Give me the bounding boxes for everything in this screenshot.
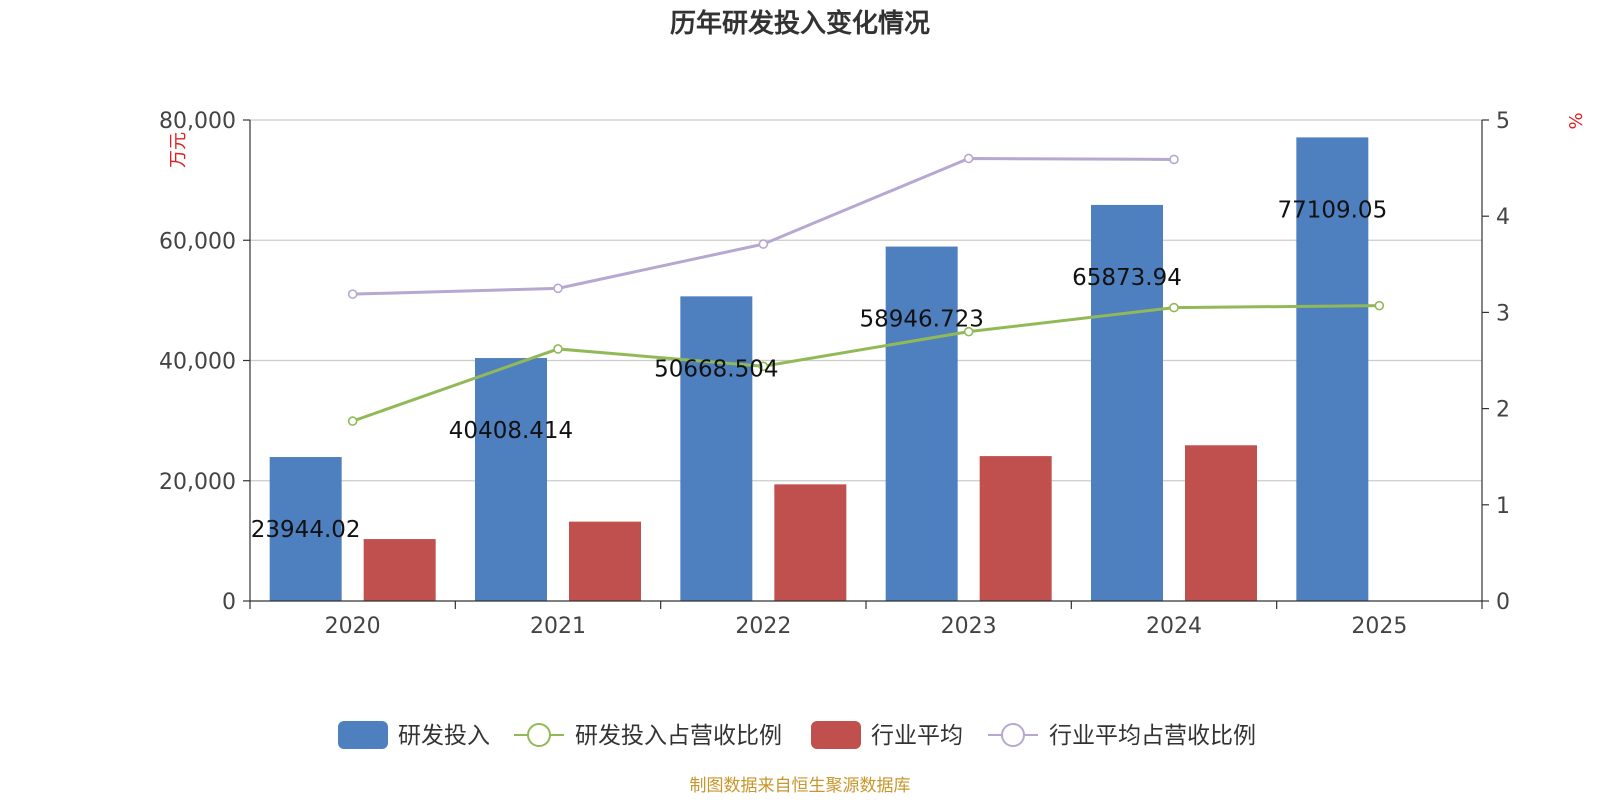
bar-0-3	[885, 246, 958, 601]
data-labels: 23944.02 40408.414 50668.504 58946.723 65873…	[251, 197, 1387, 543]
right-tick-label: 1	[1496, 494, 1510, 519]
line-point-1	[1169, 302, 1179, 313]
legend-swatch-2	[811, 721, 861, 749]
x-tick-label: 2023	[941, 614, 997, 639]
axes: 0 20,000 40,000 60,000 80,000 0 1 2 3 4 5 万元% 2020 20…	[159, 109, 1587, 639]
bar-2-0	[363, 539, 436, 601]
right-tick-label: 3	[1496, 301, 1510, 326]
bar-0-5	[1296, 137, 1369, 601]
legend-label-0: 研发投入	[398, 723, 490, 749]
line-point-3	[1169, 154, 1179, 165]
line-point-1	[963, 326, 974, 337]
left-tick-label: 60,000	[159, 229, 236, 254]
x-tick-label: 2025	[1351, 614, 1407, 639]
source-note: 制图数据来自恒生聚源数据库	[690, 776, 911, 796]
legend-label-3: 行业平均占营收比例	[1049, 723, 1256, 749]
bar-2-4	[1185, 445, 1257, 601]
x-tick-label: 2024	[1146, 614, 1202, 639]
right-axis-unit: %	[1566, 112, 1587, 129]
x-tick-label: 2021	[530, 614, 586, 639]
grid-lines	[250, 119, 1482, 482]
left-tick-label: 0	[222, 590, 236, 615]
bar-2-3	[979, 456, 1052, 601]
line-point-1	[553, 344, 563, 354]
bar-0-2	[680, 296, 753, 601]
legend[interactable]: 研发投入 研发投入占营收比例 行业平均 行业平均占营收比例	[338, 721, 1256, 749]
right-tick-label: 2	[1496, 398, 1510, 423]
legend-marker-1	[527, 723, 551, 747]
legend-marker-3	[1001, 723, 1025, 747]
bar-0-0	[269, 457, 342, 601]
bar-value-label: 77109.05	[1277, 197, 1387, 223]
line-point-1	[758, 361, 769, 372]
right-tick-label: 4	[1496, 205, 1510, 230]
chart-title: 历年研发投入变化情况	[670, 8, 930, 39]
legend-swatch-0	[338, 721, 388, 749]
bar-value-label: 50668.504	[654, 356, 778, 382]
bar-value-label: 23944.02	[251, 517, 361, 543]
series-lines	[347, 153, 1385, 426]
left-tick-label: 20,000	[159, 470, 236, 495]
bar-0-4	[1091, 204, 1163, 602]
bar-value-label: 40408.414	[449, 418, 573, 444]
bar-2-2	[774, 484, 847, 601]
bar-2-1	[569, 521, 641, 601]
line-point-3	[553, 283, 563, 294]
bar-0-1	[475, 358, 547, 601]
line-point-1	[347, 416, 358, 426]
left-axis-unit: 万元	[168, 132, 189, 168]
line-1	[352, 304, 1380, 423]
line-point-1	[1374, 300, 1385, 311]
bar-value-label: 58946.723	[859, 307, 983, 333]
line-3	[352, 156, 1175, 296]
line-point-3	[963, 153, 974, 164]
left-tick-label: 80,000	[159, 109, 236, 134]
right-tick-label: 0	[1496, 590, 1510, 615]
x-tick-label: 2020	[325, 614, 381, 639]
line-point-3	[347, 289, 358, 299]
x-tick-label: 2022	[735, 614, 791, 639]
legend-label-2: 行业平均	[871, 723, 963, 749]
right-tick-label: 5	[1496, 109, 1510, 134]
legend-label-1: 研发投入占营收比例	[575, 723, 782, 749]
bars	[269, 137, 1369, 602]
bar-value-label: 65873.94	[1072, 265, 1182, 291]
left-tick-label: 40,000	[159, 350, 236, 375]
line-point-3	[758, 239, 769, 249]
